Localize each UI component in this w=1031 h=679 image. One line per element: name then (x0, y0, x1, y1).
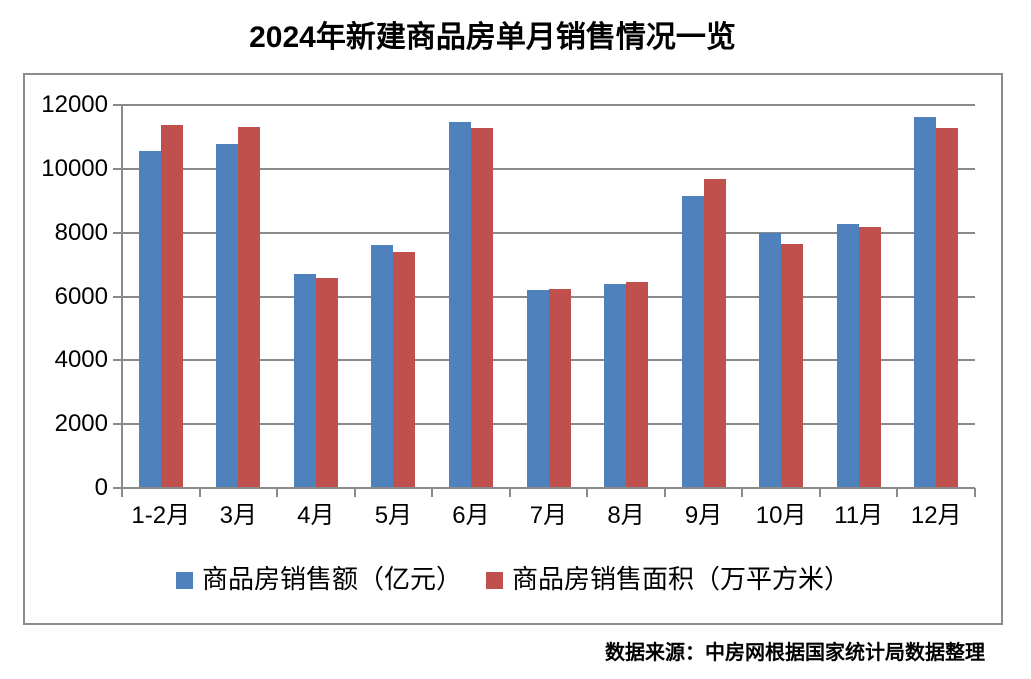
y-tick (113, 295, 122, 298)
bar-sales-area-10月 (781, 243, 804, 488)
y-axis-line (121, 105, 123, 490)
chart-frame: 0 2000 4000 6000 8000 10000 12000 1-2月 3月 4月 5月 6月 7… (23, 73, 1003, 625)
bar-sales-amount-6月 (448, 121, 471, 488)
bar-sales-amount-3月 (216, 143, 239, 488)
bar-sales-area-7月 (548, 289, 571, 488)
bar-sales-amount-4月 (293, 273, 316, 488)
bar-sales-area-11月 (858, 226, 881, 488)
bar-sales-area-12月 (936, 128, 959, 488)
y-axis-label: 12000 (41, 91, 108, 118)
chart-legend: 商品房销售额（亿元） 商品房销售面积（万平方米） (25, 564, 1001, 596)
legend-swatch-sales-amount (175, 571, 193, 589)
legend-swatch-sales-area (486, 571, 503, 589)
x-tick (121, 488, 123, 497)
legend-item-sales-area: 商品房销售面积（万平方米） (486, 564, 850, 596)
plot-area: 0 2000 4000 6000 8000 10000 12000 1-2月 3月 4月 5月 6月 7… (25, 75, 1001, 623)
x-tick (663, 488, 666, 497)
y-tick (113, 359, 122, 362)
bar-sales-area-3月 (238, 127, 261, 488)
x-axis-label-12月: 12月 (910, 502, 962, 529)
bar-sales-area-5月 (393, 252, 416, 488)
bar-sales-amount-7月 (526, 290, 549, 488)
x-axis-label-5月: 5月 (374, 502, 413, 529)
y-gridline (122, 167, 975, 170)
y-tick (113, 231, 122, 234)
x-axis-label-9月: 9月 (684, 502, 723, 529)
x-axis-line (122, 487, 975, 489)
y-axis-label: 4000 (54, 346, 108, 374)
y-tick (113, 167, 122, 170)
y-gridline (122, 231, 975, 234)
legend-label-sales-amount: 商品房销售额（亿元） (201, 565, 462, 594)
x-tick (276, 488, 279, 497)
bar-sales-amount-12月 (914, 116, 937, 488)
y-axis-label: 0 (94, 474, 108, 501)
x-tick (431, 488, 434, 497)
source-note: 数据来源：中房网根据国家统计局数据整理 (605, 642, 985, 664)
x-axis-label-10月: 10月 (755, 502, 807, 529)
x-axis-label-3月: 3月 (219, 502, 257, 529)
bar-sales-amount-8月 (604, 283, 627, 488)
bar-sales-amount-5月 (371, 245, 394, 488)
x-axis-label-6月: 6月 (452, 502, 490, 529)
bar-sales-area-9月 (703, 178, 726, 488)
x-tick (508, 488, 511, 497)
y-tick (113, 104, 122, 106)
x-tick (896, 488, 899, 497)
bar-sales-area-8月 (626, 282, 649, 488)
legend-label-sales-area: 商品房销售面积（万平方米） (512, 565, 851, 594)
y-axis-label: 6000 (54, 282, 108, 310)
bar-sales-amount-10月 (759, 233, 782, 488)
x-tick (818, 488, 821, 497)
chart-title: 2024年新建商品房单月销售情况一览 (249, 21, 736, 54)
y-axis-label: 8000 (54, 218, 108, 246)
bar-sales-amount-11月 (836, 224, 859, 488)
bar-sales-area-6月 (470, 128, 493, 488)
y-tick (113, 423, 122, 426)
x-tick (198, 488, 201, 497)
y-tick (113, 487, 122, 489)
bar-sales-area-1-2月 (160, 125, 183, 488)
x-axis-label-1-2月: 1-2月 (131, 502, 191, 529)
y-gridline (122, 104, 975, 106)
y-axis-label: 10000 (41, 154, 108, 182)
x-axis-label-11月: 11月 (834, 502, 884, 529)
x-tick (353, 488, 356, 497)
y-axis-label: 2000 (54, 410, 108, 438)
x-tick (974, 488, 976, 497)
x-axis-label-7月: 7月 (529, 502, 568, 529)
x-axis-label-4月: 4月 (297, 502, 335, 529)
bar-sales-area-4月 (315, 277, 338, 488)
x-tick (741, 488, 744, 497)
legend-item-sales-amount: 商品房销售额（亿元） (175, 564, 462, 596)
bar-sales-amount-9月 (681, 195, 704, 488)
x-axis-label-8月: 8月 (607, 502, 645, 529)
bar-sales-amount-1-2月 (138, 150, 161, 488)
x-tick (586, 488, 589, 497)
